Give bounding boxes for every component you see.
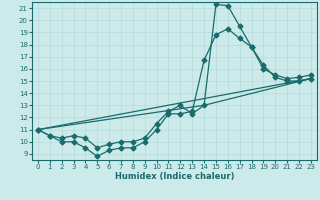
X-axis label: Humidex (Indice chaleur): Humidex (Indice chaleur) bbox=[115, 172, 234, 181]
